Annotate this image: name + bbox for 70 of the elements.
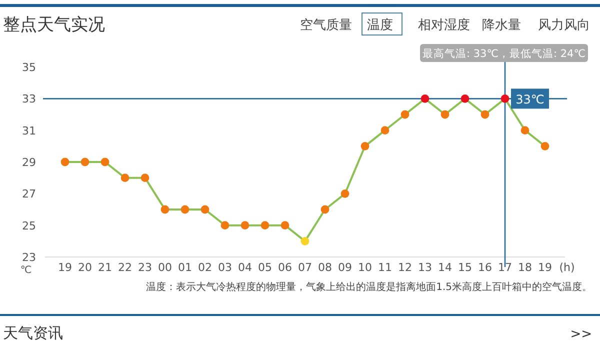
point <box>480 110 490 119</box>
text: 天气资讯 <box>3 324 63 342</box>
point <box>280 221 290 230</box>
text: 温度：表示大气冷热程度的物理量，气象上给出的温度是指离地面1.5米高度上百叶箱中的空气温度。 <box>146 281 592 293</box>
point <box>60 158 70 166</box>
point <box>220 221 230 230</box>
x-tick-label: 13 <box>418 261 432 274</box>
point <box>380 126 390 135</box>
x-tick-label: 01 <box>178 261 192 274</box>
text: 最高气温: 33℃，最低气温: 24℃ <box>422 47 586 60</box>
text: 风力风向 <box>538 18 590 33</box>
text: 空气质量 <box>300 18 352 33</box>
x-tick-label: 20 <box>78 261 92 274</box>
x-tick-label: 19 <box>58 261 72 274</box>
point <box>240 221 250 230</box>
point <box>300 236 310 246</box>
x-tick-label: 09 <box>338 261 352 274</box>
chart-title: 整点天气实况 <box>3 15 105 35</box>
point <box>200 205 210 214</box>
x-tick-label: 04 <box>238 261 252 274</box>
x-tick-label: 11 <box>378 261 392 274</box>
x-tick-label: 19 <box>538 261 552 274</box>
x-tick-label: 00 <box>158 261 172 274</box>
point <box>520 126 530 135</box>
y-tick-label: 25 <box>22 219 36 232</box>
x-tick-label: 06 <box>278 261 292 274</box>
x-tick-label: 22 <box>118 261 132 274</box>
point <box>160 205 170 214</box>
point <box>460 94 470 103</box>
y-tick-label: 35 <box>22 61 36 74</box>
y-tick-label: 29 <box>22 156 36 169</box>
x-tick-label: 17 <box>498 261 512 274</box>
y-tick-label: 23 <box>22 251 36 264</box>
point <box>80 158 90 166</box>
point <box>360 142 370 150</box>
x-tick-label: 05 <box>258 261 272 274</box>
x-tick-label: 23 <box>138 261 152 274</box>
y-tick-label: 27 <box>22 188 36 201</box>
text: 温度 <box>367 17 393 33</box>
x-tick-label: 03 <box>218 261 232 274</box>
x-tick-label: 07 <box>298 261 312 274</box>
point <box>140 174 150 182</box>
x-tick-label: 10 <box>358 261 372 274</box>
x-tick-label: 16 <box>478 261 492 274</box>
y-axis-title: ℃ <box>20 265 32 276</box>
point <box>540 142 550 150</box>
text: 相对湿度 <box>418 17 470 33</box>
point <box>100 158 110 166</box>
x-tick-label: 21 <box>98 261 112 274</box>
point <box>420 94 430 103</box>
text: 降水量 <box>482 18 521 33</box>
point <box>440 110 450 119</box>
x-tick-label: 15 <box>458 261 472 274</box>
y-tick-label: 33 <box>22 92 36 106</box>
point <box>260 221 270 230</box>
x-tick-label: 14 <box>438 261 452 274</box>
x-tick-label: 08 <box>318 261 332 274</box>
point <box>400 110 410 119</box>
x-axis-title: (h) <box>559 261 575 274</box>
x-tick-label: 02 <box>198 261 212 274</box>
point <box>180 205 190 214</box>
point <box>120 174 130 182</box>
ref-line-label: 33℃ <box>516 92 544 107</box>
point <box>340 189 350 198</box>
y-tick-label: 31 <box>22 124 36 138</box>
x-tick-label: 18 <box>518 261 532 274</box>
point <box>320 205 330 214</box>
point <box>500 94 510 103</box>
text: >> <box>570 327 592 342</box>
x-tick-label: 12 <box>398 261 412 274</box>
